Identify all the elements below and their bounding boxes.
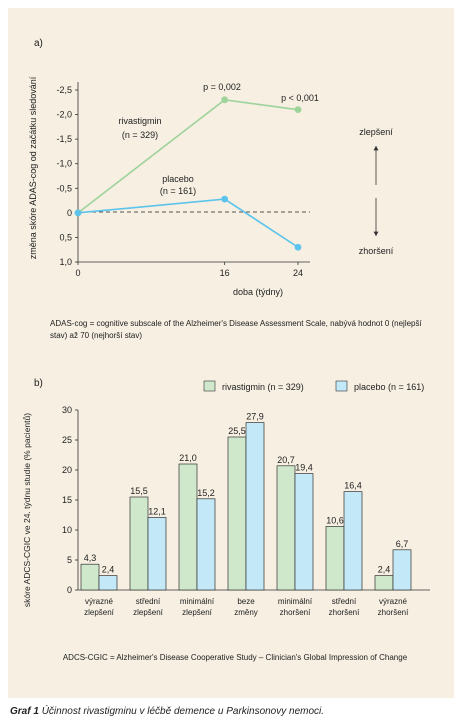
- bar-rivastigmin: [276, 465, 296, 591]
- bar-value-label: 12,1: [148, 506, 166, 516]
- series-label-placebo: placebo: [162, 174, 194, 184]
- category-label: zlepšení: [84, 608, 115, 617]
- bar-rivastigmin: [227, 436, 247, 591]
- legend-label-placebo: placebo (n = 161): [354, 382, 424, 392]
- bar-value-label: 2,4: [102, 565, 115, 575]
- figure-caption: Graf 1 Účinnost rivastigminu v léčbě dem…: [10, 706, 324, 717]
- category-label: zhoršení: [280, 608, 311, 617]
- bar-rivastigmin: [80, 563, 100, 591]
- category-label: výrazné: [85, 597, 114, 606]
- category-label: zlepšení: [133, 608, 164, 617]
- a-y-tick-label: 1,0: [59, 257, 72, 267]
- panel-a-note: ADAS-cog = cognitive subscale of the Alz…: [50, 319, 422, 340]
- category-label: změny: [234, 608, 258, 617]
- b-y-tick-label: 0: [67, 585, 72, 595]
- a-x-tick-label: 0: [75, 268, 80, 278]
- category-label: zhoršení: [378, 608, 409, 617]
- category-label: minimální: [180, 597, 215, 606]
- panel-b-note: ADCS-CGIC = Alzheimer's Disease Cooperat…: [63, 653, 408, 662]
- bar-placebo: [343, 491, 363, 591]
- b-y-tick-label: 25: [62, 435, 72, 445]
- bar-rivastigmin: [178, 463, 198, 591]
- series-n-rivastigmin: (n = 329): [122, 130, 158, 140]
- category-label: zlepšení: [182, 608, 213, 617]
- a-x-tick-label: 24: [293, 268, 303, 278]
- point-placebo: [294, 243, 302, 251]
- a-x-tick-label: 16: [220, 268, 230, 278]
- bar-value-label: 15,5: [130, 486, 148, 496]
- bar-value-label: 10,6: [326, 515, 344, 525]
- bar-value-label: 20,7: [277, 455, 295, 465]
- caption-text: Účinnost rivastigminu v léčbě demence u …: [41, 706, 325, 717]
- a-y-tick-label: -2,0: [56, 110, 72, 120]
- panel-a-label: a): [34, 38, 43, 49]
- line-placebo: [77, 198, 299, 248]
- panel-b-label: b): [34, 378, 43, 389]
- bar-value-label: 15,2: [197, 488, 215, 498]
- b-y-tick-label: 20: [62, 465, 72, 475]
- category-label: beze: [237, 597, 255, 606]
- a-y-tick-label: 0: [67, 208, 72, 218]
- annotation-p-16: p = 0,002: [203, 82, 241, 92]
- a-y-tick-label: -1,0: [56, 159, 72, 169]
- panel-b-ylabel-box: skóre ADCS-CGIC ve 24. týdnu studie (% p…: [22, 412, 32, 608]
- panel-a-xlabel: doba (týdny): [233, 287, 283, 297]
- category-label: střední: [332, 597, 357, 606]
- category-label: zhoršení: [329, 608, 360, 617]
- bar-value-label: 25,5: [228, 426, 246, 436]
- bar-value-label: 21,0: [179, 453, 197, 463]
- bar-placebo: [245, 422, 265, 591]
- panel-a-ylabel: změna skóre ADAS-cog od začátku sledován…: [28, 76, 38, 259]
- point-placebo: [221, 195, 229, 203]
- a-y-tick-label: -0,5: [56, 183, 72, 193]
- direction-label-improvement: zlepšení: [359, 127, 393, 137]
- series-n-placebo: (n = 161): [160, 186, 196, 196]
- legend-label-rivastigmin: rivastigmin (n = 329): [222, 382, 304, 392]
- category-label: střední: [136, 597, 161, 606]
- a-y-tick-label: 0,5: [59, 232, 72, 242]
- direction-label-worsening: zhoršení: [359, 246, 394, 256]
- bar-value-label: 19,4: [295, 463, 313, 473]
- bar-placebo: [392, 549, 412, 591]
- bar-placebo: [196, 498, 216, 591]
- annotation-p-24: p < 0,001: [281, 93, 319, 103]
- bar-rivastigmin: [374, 575, 394, 591]
- caption-label: Graf 1: [10, 706, 39, 717]
- bar-value-label: 6,7: [396, 539, 409, 549]
- bar-placebo: [294, 473, 314, 591]
- bar-value-label: 27,9: [246, 412, 264, 422]
- a-y-tick-label: -1,5: [56, 134, 72, 144]
- point-rivastigmin: [294, 106, 302, 114]
- point-rivastigmin: [221, 96, 229, 104]
- b-y-tick-label: 10: [62, 525, 72, 535]
- bar-placebo: [98, 575, 118, 591]
- bar-rivastigmin: [129, 496, 149, 591]
- bar-value-label: 2,4: [378, 565, 391, 575]
- panel-a-note-box: ADAS-cog = cognitive subscale of the Alz…: [50, 319, 422, 340]
- point-placebo: [74, 209, 82, 217]
- bar-rivastigmin: [325, 526, 345, 591]
- b-y-tick-label: 5: [67, 555, 72, 565]
- legend-swatch-rivastigmin: [203, 380, 216, 392]
- series-label-rivastigmin: rivastigmin: [118, 116, 161, 126]
- category-label: výrazné: [379, 597, 408, 606]
- a-y-tick-label: -2,5: [56, 85, 72, 95]
- legend-swatch-placebo: [335, 380, 348, 392]
- category-label: minimální: [278, 597, 313, 606]
- bar-value-label: 16,4: [344, 481, 362, 491]
- bar-placebo: [147, 517, 167, 591]
- b-y-tick-label: 30: [62, 405, 72, 415]
- bar-value-label: 4,3: [84, 553, 97, 563]
- b-y-tick-label: 15: [62, 495, 72, 505]
- panel-b-ylabel: skóre ADCS-CGIC ve 24. týdnu studie (% p…: [22, 412, 32, 608]
